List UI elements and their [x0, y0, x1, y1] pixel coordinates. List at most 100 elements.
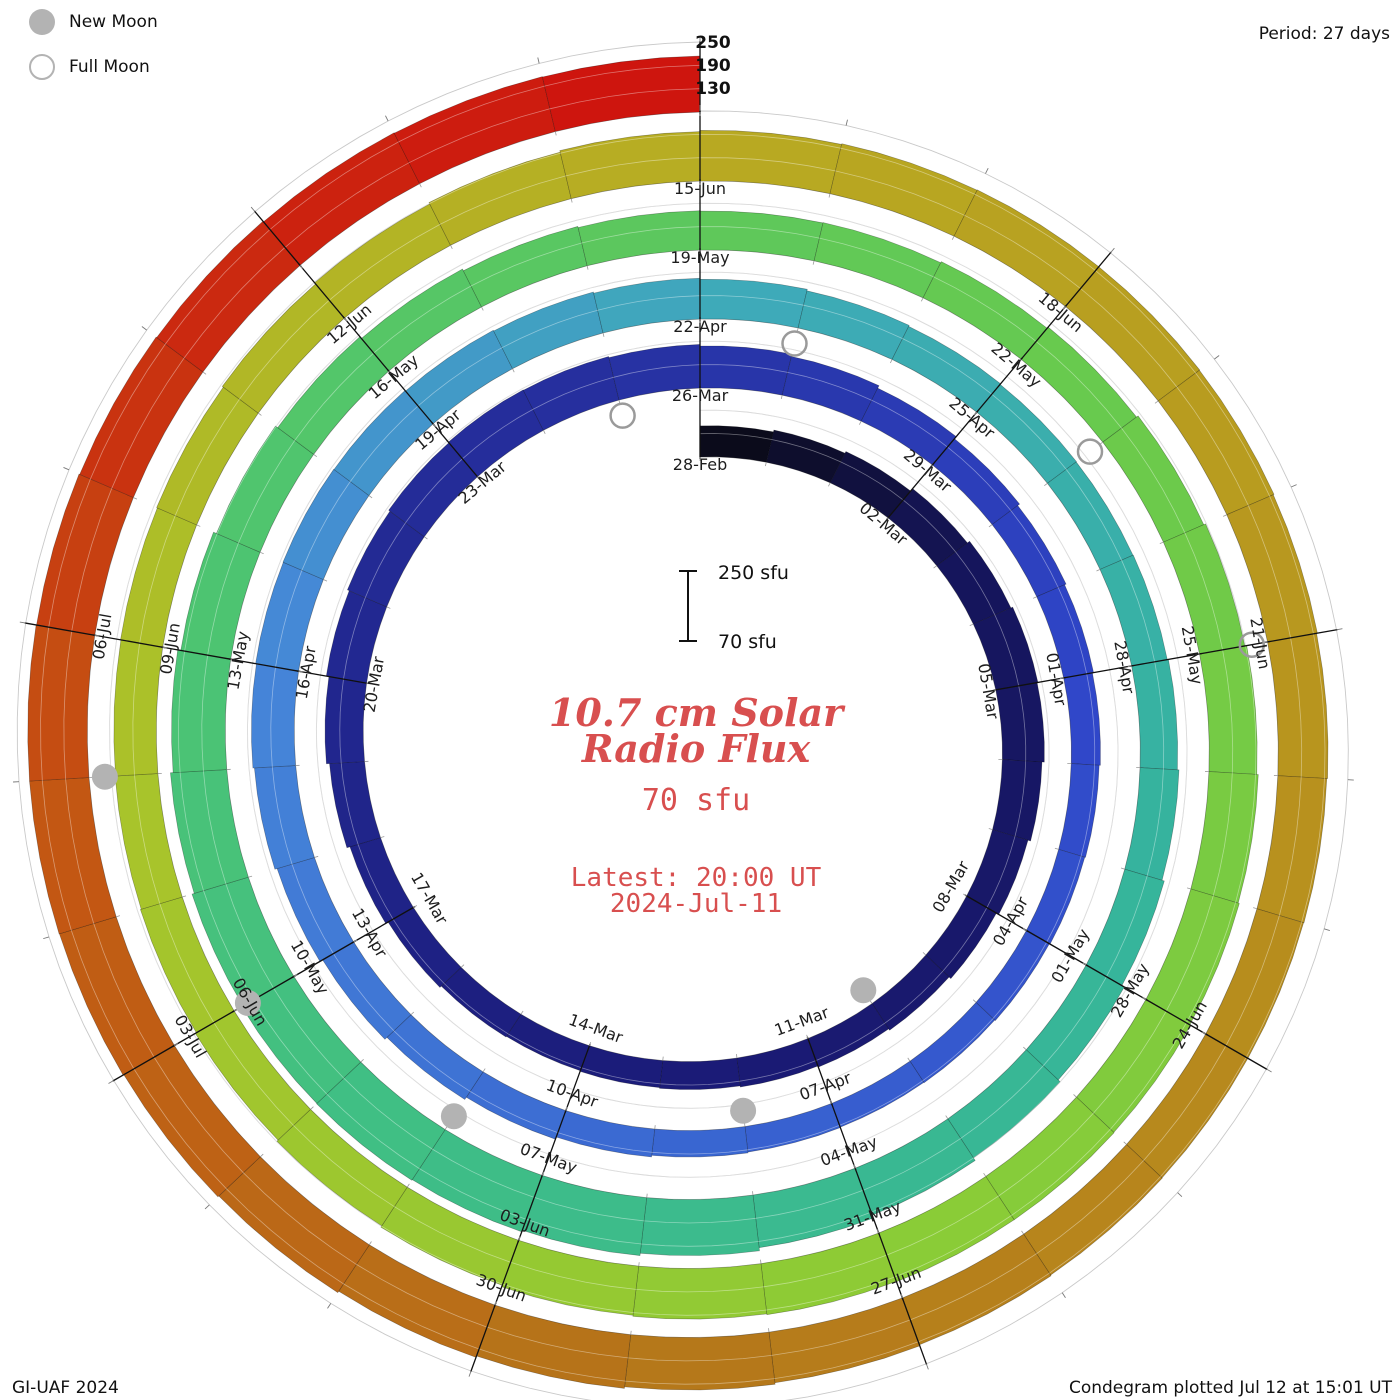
day-separator: [228, 658, 301, 673]
baseline-tick: [1154, 400, 1159, 404]
baseline-tick: [314, 855, 319, 858]
baseline-tick: [413, 905, 418, 908]
outer-tick: [1177, 1192, 1183, 1198]
baseline-tick: [780, 394, 783, 400]
day-separator: [853, 1166, 881, 1236]
new-moon-marker: [440, 1103, 467, 1130]
flux-bar: [1047, 461, 1134, 570]
outer-tick: [468, 1370, 472, 1377]
flux-bar: [171, 649, 231, 774]
scale-top-label: 250 sfu: [718, 562, 789, 584]
baseline-tick: [230, 658, 235, 661]
outer-tick: [19, 621, 26, 624]
baseline-tick: [991, 689, 996, 691]
baseline-tick: [988, 828, 993, 830]
outer-tick: [1214, 355, 1220, 360]
period-label: Period: 27 days: [1258, 24, 1390, 44]
baseline-tick: [1021, 1230, 1025, 1235]
baseline-tick: [586, 265, 589, 270]
flux-bar: [1190, 771, 1259, 904]
baseline-tick: [512, 368, 515, 373]
baseline-tick: [570, 198, 573, 203]
legend-new-moon-row: New Moon: [28, 8, 158, 36]
flux-bar: [542, 55, 701, 132]
baseline-tick: [859, 420, 862, 425]
flux-bar: [476, 1304, 632, 1389]
full-moon-marker: [609, 402, 636, 429]
baseline-tick: [380, 836, 385, 839]
baseline-tick: [969, 623, 974, 627]
baseline-tick: [972, 999, 977, 1003]
baseline-tick: [1082, 962, 1087, 966]
baseline-tick: [765, 462, 767, 467]
baseline-tick: [299, 265, 303, 269]
new-moon-marker: [91, 763, 118, 790]
baseline-tick: [988, 524, 993, 528]
full-moon-marker: [781, 330, 808, 357]
flux-bar: [29, 777, 117, 935]
day-separator: [930, 410, 979, 467]
day-separator: [298, 263, 347, 321]
flux-bar: [752, 1167, 874, 1249]
baseline-tick: [543, 430, 546, 434]
day-separator: [386, 369, 435, 426]
flux-bar: [992, 759, 1043, 842]
baseline-tick: [602, 332, 605, 337]
baseline-tick: [368, 1241, 372, 1246]
baseline-tick: [424, 536, 428, 540]
baseline-tick: [1186, 887, 1192, 890]
baseline-tick: [460, 964, 465, 968]
baseline-tick: [520, 1010, 524, 1015]
date-label: 28-Feb: [673, 455, 727, 474]
baseline-tick: [828, 193, 831, 198]
day-separator: [351, 905, 416, 944]
baseline-tick: [929, 464, 933, 469]
baseline-tick: [257, 412, 262, 416]
outer-tick: [1110, 247, 1115, 254]
baseline-tick: [1120, 867, 1125, 870]
date-label: 22-Apr: [673, 317, 727, 336]
full-moon-marker: [1076, 438, 1104, 465]
flux-bar: [322, 941, 412, 1040]
baseline-tick: [922, 952, 927, 956]
grid-spiral-overlay: [40, 64, 1326, 1385]
date-label: 19-May: [670, 248, 729, 267]
baseline-tick: [388, 370, 392, 375]
day-separator: [493, 1238, 520, 1308]
flux-bar: [27, 624, 96, 782]
baseline-tick: [477, 476, 481, 481]
baseline-tick: [1018, 358, 1022, 363]
day-separator: [806, 1036, 833, 1106]
baseline-tick: [1142, 997, 1147, 1000]
day-separator: [1084, 963, 1149, 1002]
baseline-tick: [410, 1011, 415, 1016]
baseline-tick: [1023, 1046, 1027, 1051]
outer-tick: [250, 206, 256, 212]
baseline-tick: [1123, 1141, 1127, 1145]
baseline-tick: [1032, 596, 1037, 599]
baseline-tick: [565, 1106, 568, 1111]
flux-bar: [386, 1014, 484, 1100]
baseline-tick: [450, 245, 453, 249]
scale-bottom-label: 70 sfu: [718, 631, 777, 653]
day-separator: [564, 1043, 591, 1113]
baseline-tick: [313, 453, 318, 458]
new-moon-marker: [234, 990, 261, 1016]
flux-scale-bar: 250 sfu 70 sfu: [679, 562, 789, 653]
flux-bar: [324, 676, 367, 765]
day-separator: [540, 1108, 568, 1178]
date-label: 15-Jun: [674, 179, 726, 198]
baseline-tick: [920, 297, 924, 302]
flux-bar: [797, 290, 910, 360]
outer-tick: [1266, 1068, 1272, 1073]
baseline-tick: [494, 1301, 497, 1306]
new-moon-marker: [730, 1097, 757, 1124]
grid-spiral-overlay: [63, 88, 1303, 1362]
baseline-tick: [589, 1041, 592, 1046]
latest-time-label: Latest: 20:00 UT: [571, 863, 822, 893]
new-moon-marker: [850, 977, 877, 1004]
day-separator: [1203, 1032, 1268, 1071]
flux-bar: [440, 966, 522, 1038]
radial-axis-label-190: 190: [695, 56, 731, 76]
baseline-tick: [829, 1099, 832, 1104]
